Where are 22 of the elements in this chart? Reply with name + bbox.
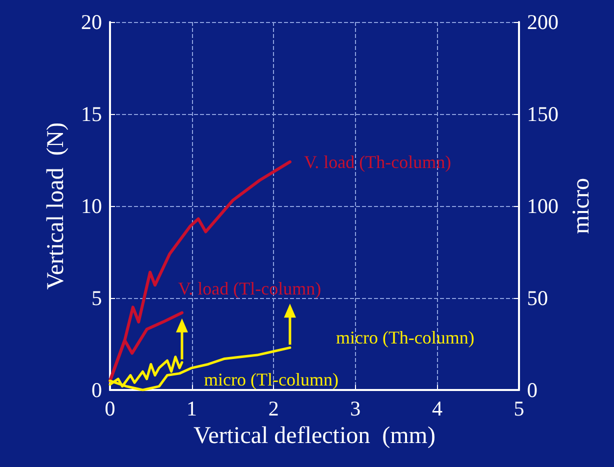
y-tick-label: 20	[81, 10, 102, 34]
x-tick-label: 3	[350, 396, 361, 420]
y-tick-label: 0	[92, 378, 102, 402]
y2-tick-label: 200	[527, 10, 558, 34]
x-tick-label: 4	[432, 396, 443, 420]
y-tick-label: 5	[92, 286, 102, 310]
series-label: V. load (Th-column)	[304, 152, 452, 172]
y-axis-title: Vertical load (N)	[43, 122, 69, 290]
y2-tick-label: 0	[527, 378, 538, 402]
y2-tick-label: 150	[527, 102, 558, 126]
x-axis-title: Vertical deflection (mm)	[194, 422, 436, 449]
series-label: micro (Tl-column)	[204, 369, 338, 390]
x-tick-label: 2	[268, 396, 279, 420]
text: micro (Th-column)	[336, 328, 474, 348]
y2-tick-label: 100	[527, 194, 558, 218]
y-tick-label: 15	[81, 102, 102, 126]
y-tick-label: 10	[81, 194, 102, 218]
y2-axis-title: micro	[568, 178, 594, 234]
series-label: V. load (Tl-column)	[178, 278, 322, 299]
y2-tick-label: 50	[527, 286, 548, 310]
x-tick-label: 5	[514, 396, 524, 420]
x-tick-label: 1	[186, 396, 198, 420]
